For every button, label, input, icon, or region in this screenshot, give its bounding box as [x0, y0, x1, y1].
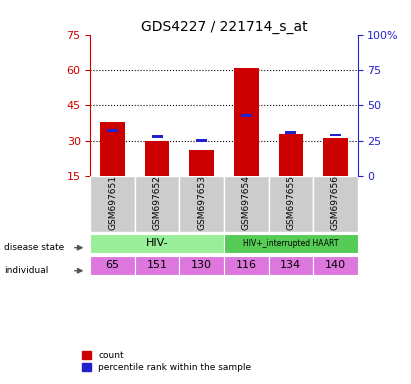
- Text: 116: 116: [236, 260, 257, 270]
- Text: 130: 130: [191, 260, 212, 270]
- Bar: [241, 114, 252, 117]
- Bar: [279, 134, 303, 176]
- Bar: [224, 233, 358, 253]
- Bar: [268, 176, 313, 232]
- Text: individual: individual: [4, 266, 48, 275]
- Bar: [90, 176, 135, 232]
- Text: disease state: disease state: [4, 243, 65, 252]
- Bar: [107, 129, 118, 132]
- Bar: [135, 256, 180, 275]
- Bar: [224, 176, 268, 232]
- Bar: [224, 256, 268, 275]
- Bar: [100, 122, 125, 176]
- Bar: [234, 68, 259, 176]
- Bar: [180, 256, 224, 275]
- Text: GSM697654: GSM697654: [242, 175, 251, 230]
- Bar: [152, 135, 163, 138]
- Text: HIV+_interrupted HAART: HIV+_interrupted HAART: [243, 238, 339, 248]
- Text: GSM697653: GSM697653: [197, 175, 206, 230]
- Bar: [268, 256, 313, 275]
- Text: 140: 140: [325, 260, 346, 270]
- Title: GDS4227 / 221714_s_at: GDS4227 / 221714_s_at: [141, 20, 307, 33]
- Bar: [196, 139, 207, 142]
- Bar: [90, 256, 135, 275]
- Bar: [145, 141, 169, 176]
- Text: 151: 151: [147, 260, 168, 270]
- Text: GSM697656: GSM697656: [331, 175, 340, 230]
- Bar: [323, 138, 348, 176]
- Text: GSM697652: GSM697652: [153, 175, 162, 230]
- Bar: [330, 134, 341, 136]
- Bar: [313, 176, 358, 232]
- Bar: [189, 150, 214, 176]
- Bar: [180, 176, 224, 232]
- Text: 134: 134: [280, 260, 301, 270]
- Text: GSM697651: GSM697651: [108, 175, 117, 230]
- Bar: [90, 233, 224, 253]
- Bar: [135, 176, 180, 232]
- Text: HIV-: HIV-: [146, 238, 169, 248]
- Text: 65: 65: [106, 260, 120, 270]
- Text: GSM697655: GSM697655: [286, 175, 295, 230]
- Bar: [313, 256, 358, 275]
- Bar: [285, 131, 296, 134]
- Legend: count, percentile rank within the sample: count, percentile rank within the sample: [79, 348, 255, 376]
